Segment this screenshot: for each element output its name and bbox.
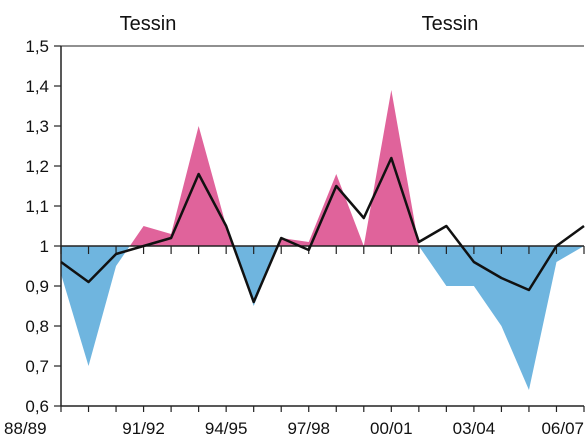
index-line-series [60,156,585,304]
x-tick-label: 03/04 [453,419,496,438]
x-tick-label: 00/01 [370,419,413,438]
y-tick-label: 0,8 [25,317,49,336]
labels-layer: Tessin Tessin 0,6 0,7 0,8 0,9 1 1,1 1,2 1,3 1,4 1… [4,13,584,438]
area-below-baseline [61,246,584,390]
y-tick-label: 1,4 [25,77,49,96]
areas-layer [61,90,584,390]
line-layer [60,156,585,304]
y-tick-label: 0,7 [25,357,49,376]
y-tick-label: 1,5 [25,37,49,56]
x-tick-label: 88/89 [4,419,47,438]
x-tick-label: 97/98 [287,419,330,438]
axes-layer [54,45,585,412]
y-tick-label: 0,9 [25,277,49,296]
area-above-baseline [61,90,584,246]
y-tick-label: 1,3 [25,117,49,136]
chart-title-left: Tessin [120,13,177,35]
x-tick-label: 91/92 [122,419,165,438]
x-tick-label: 94/95 [205,419,248,438]
y-tick-label: 0,6 [25,397,49,416]
x-tick-label: 06/07 [541,419,584,438]
y-tick-label: 1 [40,237,49,256]
y-tick-label: 1,2 [25,157,49,176]
chart-title-right: Tessin [422,13,479,35]
y-tick-label: 1,1 [25,197,49,216]
